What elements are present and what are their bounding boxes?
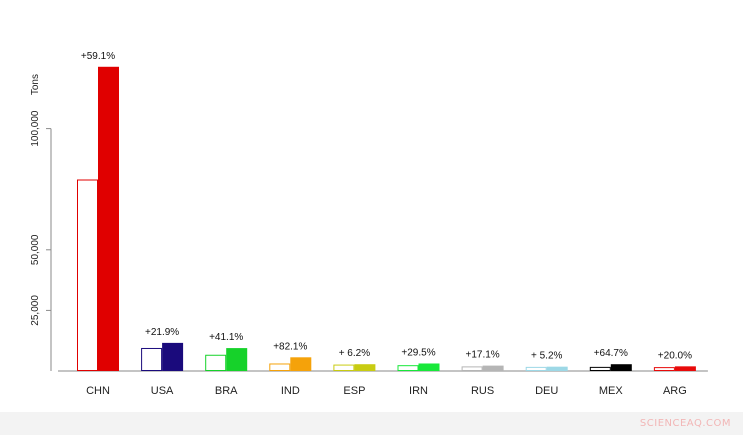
bar-filled-usa bbox=[162, 342, 184, 371]
x-tick-label: ESP bbox=[343, 385, 365, 397]
data-label: +20.0% bbox=[658, 350, 692, 361]
x-tick-label: ARG bbox=[663, 385, 687, 397]
x-tick-label: IND bbox=[281, 385, 300, 397]
bar-outline-mex bbox=[589, 366, 611, 372]
x-tick-label: MEX bbox=[599, 385, 624, 397]
data-label: +17.1% bbox=[465, 350, 499, 361]
y-axis-title: Tons bbox=[30, 74, 41, 95]
bar-outline-deu bbox=[525, 366, 547, 372]
bar-outline-chn bbox=[77, 179, 98, 371]
data-label: +41.1% bbox=[209, 332, 243, 343]
watermark: SCIENCEAQ.COM bbox=[639, 418, 731, 429]
data-label: + 6.2% bbox=[339, 348, 371, 359]
bar-outline-bra bbox=[205, 354, 227, 371]
bar-outline-arg bbox=[653, 367, 675, 372]
y-axis: 25,000 50,000 100,000 Tons bbox=[30, 74, 708, 372]
bars bbox=[77, 66, 696, 372]
bar-filled-chn bbox=[98, 66, 119, 372]
bar-filled-ind bbox=[290, 357, 312, 371]
x-tick-label: IRN bbox=[409, 385, 428, 397]
data-label: +29.5% bbox=[401, 347, 435, 358]
data-label: +59.1% bbox=[81, 51, 115, 62]
data-label: +64.7% bbox=[594, 348, 628, 359]
x-tick-label: RUS bbox=[471, 385, 494, 397]
bar-filled-esp bbox=[354, 364, 376, 371]
bar-filled-rus bbox=[482, 365, 504, 371]
y-tick-label: 100,000 bbox=[30, 110, 41, 147]
x-tick-label: USA bbox=[151, 385, 174, 397]
data-label: + 5.2% bbox=[531, 351, 563, 362]
bar-outline-usa bbox=[141, 347, 163, 371]
x-tick-label: DEU bbox=[535, 385, 558, 397]
bar-outline-ind bbox=[269, 363, 291, 371]
bar-filled-irn bbox=[418, 363, 440, 371]
data-label: +82.1% bbox=[273, 341, 307, 352]
bar-filled-arg bbox=[674, 366, 696, 371]
footer-band bbox=[0, 412, 743, 435]
bar-filled-bra bbox=[226, 348, 248, 371]
data-label: +21.9% bbox=[145, 327, 179, 338]
x-tick-label: CHN bbox=[86, 385, 110, 397]
x-tick-label: BRA bbox=[215, 385, 238, 397]
bar-labels: CHN +59.1% USA +21.9% BRA +41.1% IND +82.1% ESP +… bbox=[81, 51, 692, 397]
bar-outline-esp bbox=[333, 364, 355, 371]
bar-filled-mex bbox=[610, 364, 632, 371]
bar-outline-rus bbox=[461, 366, 483, 372]
y-tick-label: 25,000 bbox=[30, 295, 41, 326]
bar-outline-irn bbox=[397, 365, 419, 372]
y-tick-label: 50,000 bbox=[30, 234, 41, 265]
bar-filled-deu bbox=[546, 366, 568, 371]
